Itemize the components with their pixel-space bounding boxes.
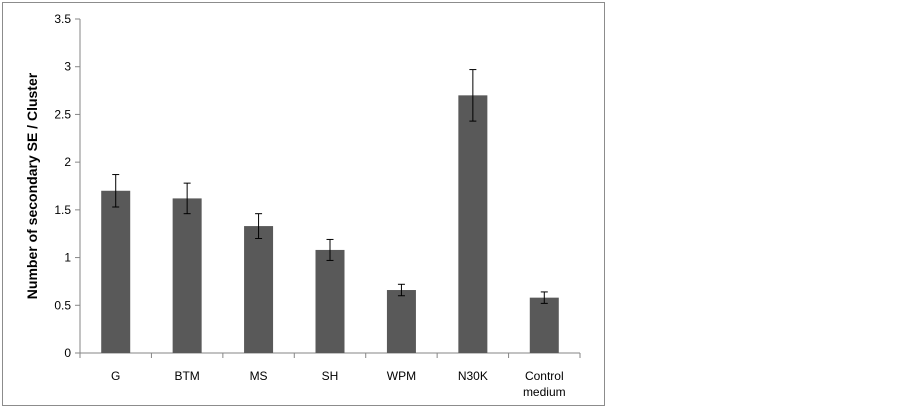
y-tick-label: 1.5 [54,203,71,217]
x-tick-label: G [111,369,120,383]
bar [458,95,488,353]
error-bar [469,69,477,122]
error-bar [326,238,334,261]
y-tick-label: 3 [64,60,71,74]
bar [315,249,345,353]
error-bar [397,283,405,297]
x-tick-labels: G BTM MS SH WPM N30K Control medium [111,369,566,399]
x-tick-label: WPM [387,369,416,383]
bar [386,290,416,353]
x-tick-label: Control [525,369,564,383]
x-tick-label: N30K [458,369,488,383]
x-tick-label: BTM [174,369,199,383]
error-bar [112,174,120,208]
bar [244,226,274,353]
x-tick-label: MS [250,369,268,383]
x-tick-label: medium [523,385,566,399]
x-tick-label: SH [322,369,339,383]
y-tick-labels: 0 0.5 1 1.5 2 2.5 3 3.5 [54,12,71,360]
y-tick-label: 1 [64,251,71,265]
bar [529,297,559,353]
error-bar [255,213,263,239]
error-bar [540,291,548,304]
y-tick-label: 2.5 [54,107,71,121]
error-bars-group [112,69,548,304]
bar [172,198,202,353]
bar [101,190,131,353]
error-bar [183,182,191,215]
bars-group [101,95,559,353]
y-tick-label: 0.5 [54,298,71,312]
y-tick-label: 3.5 [54,12,71,26]
y-tick-label: 2 [64,155,71,169]
y-tick-label: 0 [64,346,71,360]
y-axis-title: Number of secondary SE / Cluster [24,72,40,299]
